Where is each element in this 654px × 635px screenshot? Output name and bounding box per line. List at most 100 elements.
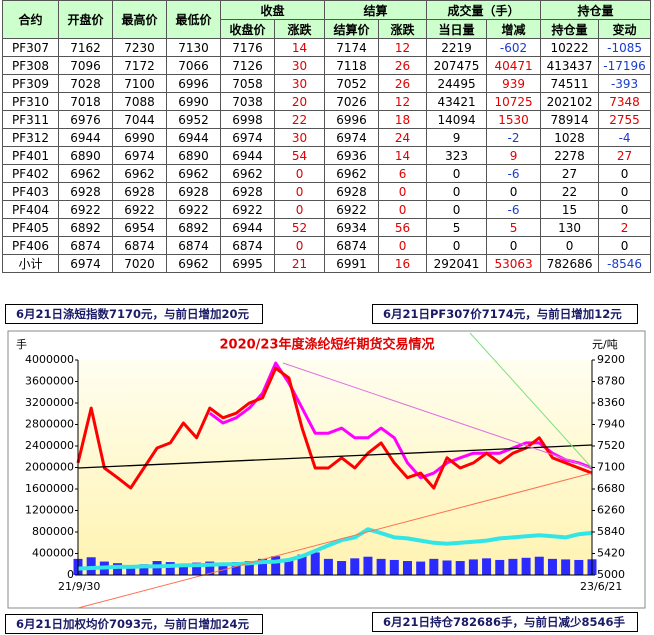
- table-cell: 2278: [540, 146, 600, 165]
- table-cell: 6890: [166, 146, 221, 165]
- table-cell: 27: [540, 164, 600, 183]
- table-cell: 6962: [166, 164, 221, 183]
- table-cell: 6962: [166, 254, 221, 273]
- table-cell: 2219: [426, 38, 488, 57]
- table-cell: PF405: [2, 218, 59, 237]
- header-cell: 结算价: [324, 19, 380, 39]
- table-cell: 16: [378, 254, 428, 273]
- table-cell: 6962: [324, 164, 380, 183]
- table-cell: 21: [273, 254, 326, 273]
- volume-bar: [258, 558, 268, 575]
- table-cell: 7348: [598, 92, 652, 111]
- volume-bar: [231, 562, 241, 575]
- volume-bar: [323, 558, 333, 575]
- table-cell: 6928: [112, 182, 167, 201]
- x-tick-label: 23/6/21: [580, 580, 622, 593]
- table-cell: 5: [426, 218, 488, 237]
- table-cell: 6962: [220, 164, 275, 183]
- table-cell: 0: [540, 236, 600, 255]
- table-cell: 0: [486, 182, 542, 201]
- table-cell: 22: [540, 182, 600, 201]
- table-cell: 6928: [324, 182, 380, 201]
- table-cell: 6922: [166, 200, 221, 219]
- table-cell: 9: [486, 146, 542, 165]
- table-cell: PF309: [2, 74, 59, 93]
- table-cell: 6998: [220, 110, 275, 129]
- y2-tick-label: 6260: [597, 504, 625, 517]
- table-cell: 6892: [58, 218, 113, 237]
- table-row: PF312 6944 6990 6944 6974 30 6974 24 9 -2 1028 -4: [2, 128, 652, 147]
- y-tick-label: 400000: [32, 547, 74, 560]
- table-cell: 7100: [112, 74, 167, 93]
- volume-bar: [350, 558, 360, 575]
- table-cell: 78914: [540, 110, 600, 129]
- table-cell: -4: [598, 128, 652, 147]
- y-tick-label: 800000: [32, 525, 74, 538]
- table-cell: 0: [426, 182, 488, 201]
- table-cell: 7066: [166, 56, 221, 75]
- table-cell: 14094: [426, 110, 488, 129]
- y2-tick-label: 5000: [597, 568, 625, 581]
- banner: 6月21日涤短指数7170元，与前日增加20元: [5, 304, 263, 324]
- table-cell: 6928: [220, 182, 275, 201]
- table-cell: 56: [378, 218, 428, 237]
- volume-bar: [139, 564, 149, 575]
- table-cell: 6990: [112, 128, 167, 147]
- y-tick-label: 3600000: [25, 375, 74, 388]
- table-cell: 7038: [220, 92, 275, 111]
- y2-tick-label: 7100: [597, 461, 625, 474]
- guide-line: [469, 332, 593, 469]
- volume-bar: [561, 559, 571, 575]
- volume-bar: [534, 556, 544, 575]
- table-row: PF308 7096 7172 7066 7126 30 7118 26 207475 40471…: [2, 56, 652, 75]
- table-cell: PF402: [2, 164, 59, 183]
- table-cell: 6928: [58, 182, 113, 201]
- table-row: PF402 6962 6962 6962 6962 0 6962 6 0 -6 27 0: [2, 164, 652, 183]
- table-cell: 6976: [58, 110, 113, 129]
- table-cell: -602: [486, 38, 542, 57]
- table-cell: 0: [378, 200, 428, 219]
- table-cell: 6944: [166, 128, 221, 147]
- series-line: [76, 366, 593, 490]
- table-cell: 24495: [426, 74, 488, 93]
- table-cell: 0: [426, 236, 488, 255]
- table-cell: 0: [426, 200, 488, 219]
- table-cell: 939: [486, 74, 542, 93]
- table-cell: 2: [598, 218, 652, 237]
- banner: 6月21日PF307价7174元，与前日增加12元: [372, 304, 638, 324]
- volume-bar: [508, 558, 518, 575]
- table-row: PF405 6892 6954 6892 6944 52 6934 56 5 5 130 2: [2, 218, 652, 237]
- table-row: PF311 6976 7044 6952 6998 22 6996 18 14094 1530 78…: [2, 110, 652, 129]
- table-cell: 14: [273, 38, 326, 57]
- y-tick-label: 3200000: [25, 396, 74, 409]
- guide-line: [77, 472, 593, 609]
- volume-bar: [455, 561, 465, 575]
- table-cell: 6974: [112, 146, 167, 165]
- table-cell: 6995: [220, 254, 275, 273]
- table-cell: 413437: [540, 56, 600, 75]
- table-cell: 24: [378, 128, 428, 147]
- volume-bar: [192, 562, 202, 575]
- table-cell: 30: [273, 74, 326, 93]
- table-cell: 6944: [58, 128, 113, 147]
- table-cell: 7088: [112, 92, 167, 111]
- table-cell: 0: [273, 200, 326, 219]
- table-cell: 6974: [58, 254, 113, 273]
- table-cell: 6: [378, 164, 428, 183]
- volume-bar: [442, 560, 452, 575]
- y2-tick-label: 7940: [597, 418, 625, 431]
- volume-bar: [178, 563, 188, 575]
- table-cell: 2755: [598, 110, 652, 129]
- volume-bar: [376, 558, 386, 575]
- volume-bar: [521, 557, 531, 575]
- volume-bar: [244, 561, 254, 575]
- table-cell: 10725: [486, 92, 542, 111]
- table-row: 小计 6974 7020 6962 6995 21 6991 16 292041 53063 782…: [2, 254, 652, 273]
- volume-bar: [468, 559, 478, 575]
- table-cell: PF311: [2, 110, 59, 129]
- y-tick-label: 4000000: [25, 353, 74, 366]
- table-cell: 7176: [220, 38, 275, 57]
- table-cell: 6954: [112, 218, 167, 237]
- table-cell: 6944: [220, 146, 275, 165]
